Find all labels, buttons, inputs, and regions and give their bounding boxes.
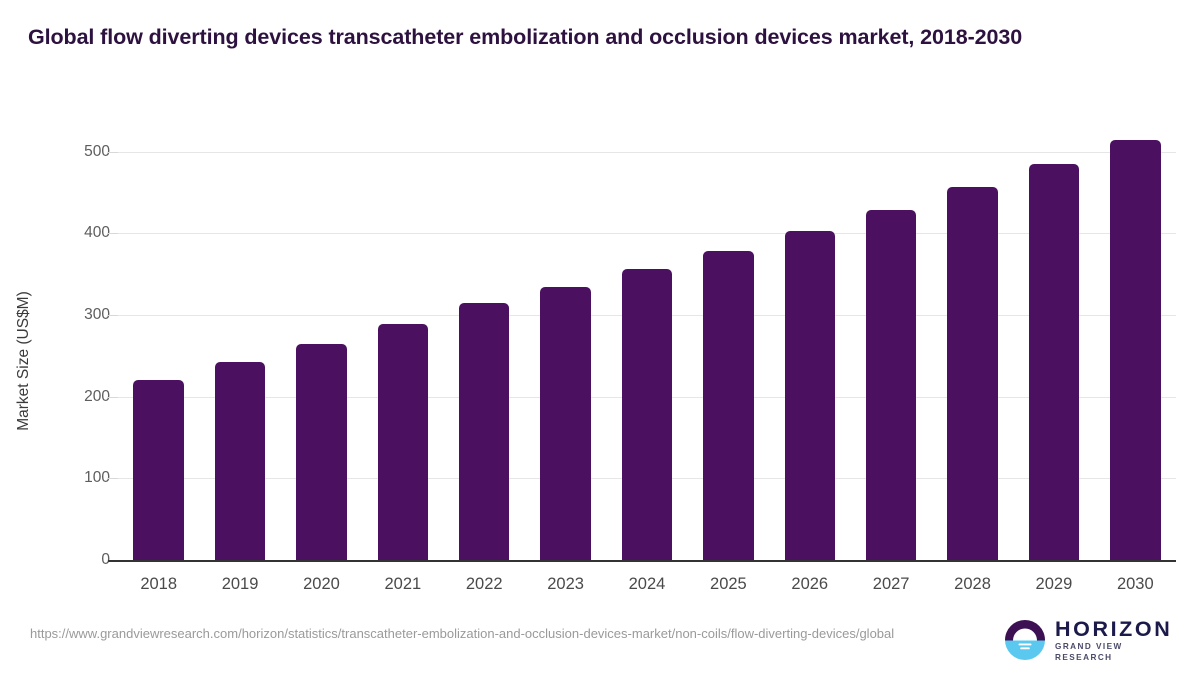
bar[interactable] <box>133 380 184 560</box>
y-axis-tick-label: 500 <box>84 142 110 160</box>
gridline <box>118 233 1176 235</box>
horizon-logo-icon <box>1004 619 1046 661</box>
x-axis-tick-label: 2028 <box>954 575 991 593</box>
x-axis-tick-label: 2029 <box>1035 575 1073 593</box>
bar-series: 2018 2019 2020 2021 2022 2023 2024 2025 2026 2027… <box>118 0 1176 675</box>
y-axis-tick-mark <box>108 396 118 398</box>
bar[interactable] <box>540 287 591 560</box>
x-axis-tick-label: 2027 <box>872 575 910 593</box>
y-axis-title: Market Size (US$M) <box>15 291 32 431</box>
horizon-wordmark: HORIZON <box>1055 617 1173 641</box>
bar[interactable] <box>1028 164 1080 560</box>
bar[interactable] <box>214 361 266 560</box>
x-axis-tick-label: 2019 <box>221 575 259 593</box>
horizon-tagline: GRAND VIEW RESEARCH <box>1055 642 1123 662</box>
y-axis-tick-label: 300 <box>84 306 110 324</box>
bar[interactable] <box>703 250 754 560</box>
x-axis-tick-label: 2024 <box>628 575 666 593</box>
bar[interactable] <box>784 231 835 560</box>
bar[interactable] <box>621 269 673 560</box>
horizon-logo-text: HORIZON GRAND VIEW RESEARCH <box>1055 617 1172 663</box>
y-axis-tick-labels: 0 100 200 300 400 500 <box>48 140 110 570</box>
x-axis-tick-label: 2020 <box>303 575 340 593</box>
x-axis-tick-label: 2022 <box>465 575 503 593</box>
x-axis-tick-label: 2030 <box>1116 575 1154 593</box>
bar[interactable] <box>377 324 429 560</box>
x-axis-tick-label: 2025 <box>710 575 747 593</box>
y-axis-tick-mark <box>108 478 118 480</box>
y-axis-tick-mark <box>108 233 118 235</box>
x-axis-tick-label: 2026 <box>791 575 829 593</box>
y-axis-tick-label: 400 <box>84 224 110 242</box>
y-axis-tick-mark <box>108 315 118 317</box>
y-axis-tick-label: 200 <box>84 387 110 405</box>
y-axis-tick-label: 100 <box>84 469 110 487</box>
x-axis-tick-label: 2018 <box>140 575 178 593</box>
x-axis-tick-label: 2023 <box>547 575 584 593</box>
gridline <box>118 151 1176 153</box>
y-axis-tick-label: 0 <box>101 551 110 568</box>
horizon-logo: HORIZON GRAND VIEW RESEARCH <box>1004 618 1172 662</box>
x-axis-line <box>108 560 1176 562</box>
chart-title: Global flow diverting devices transcathe… <box>28 25 1023 49</box>
y-axis-tick-mark <box>108 151 118 153</box>
bar[interactable] <box>947 186 998 560</box>
source-url[interactable]: https://www.grandviewresearch.com/horizo… <box>30 626 895 641</box>
bar[interactable] <box>296 344 347 560</box>
bar[interactable] <box>459 302 510 560</box>
x-axis-tick-label: 2021 <box>384 575 422 593</box>
bar[interactable] <box>1110 139 1161 560</box>
bar[interactable] <box>865 209 917 560</box>
